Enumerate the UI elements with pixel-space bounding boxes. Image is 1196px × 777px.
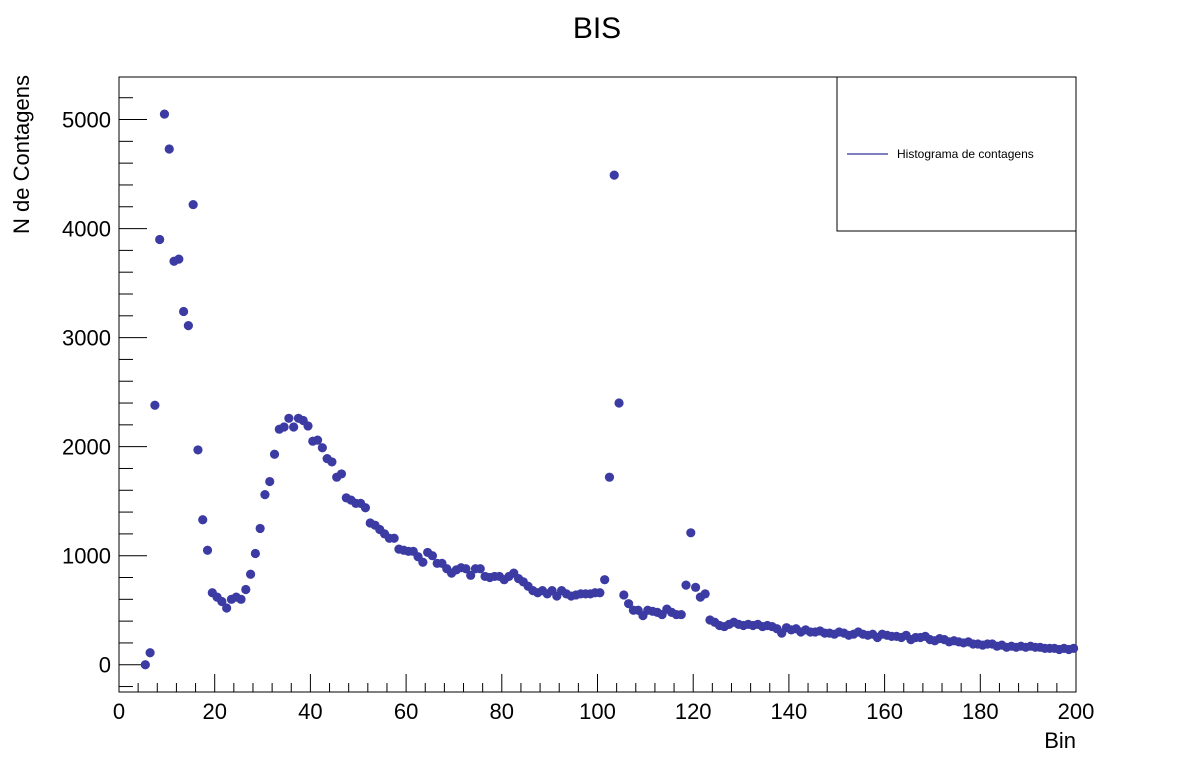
data-point [145, 648, 155, 658]
data-point [255, 523, 265, 534]
data-point [389, 533, 399, 543]
x-axis-label: Bin [1044, 728, 1076, 753]
data-point [245, 569, 256, 579]
data-point [178, 306, 189, 317]
x-tick-label: 120 [675, 699, 712, 724]
data-point [174, 254, 184, 264]
data-point [155, 234, 165, 245]
data-point [202, 545, 213, 555]
data-point [1069, 643, 1079, 653]
data-point [241, 584, 251, 595]
data-point [700, 589, 710, 599]
y-tick-label: 5000 [62, 108, 111, 133]
data-point [284, 413, 294, 423]
data-point [193, 445, 203, 455]
data-point [279, 422, 289, 432]
data-point [222, 603, 232, 613]
y-tick-label: 0 [99, 653, 111, 678]
data-point [164, 144, 174, 154]
x-tick-label: 20 [202, 699, 226, 724]
data-point [198, 515, 208, 525]
x-tick-label: 0 [113, 699, 125, 724]
x-tick-label: 160 [866, 699, 903, 724]
data-point [676, 609, 686, 620]
x-tick-label: 60 [394, 699, 418, 724]
data-point [289, 422, 299, 432]
data-point [461, 564, 471, 574]
data-point [604, 472, 615, 482]
data-point [686, 528, 696, 538]
data-point [336, 469, 347, 479]
data-point [150, 400, 160, 410]
x-tick-label: 140 [771, 699, 808, 724]
data-point [690, 582, 701, 592]
legend-label: Histograma de contagens [897, 147, 1034, 161]
data-point [236, 594, 246, 604]
x-tick-label: 180 [962, 699, 999, 724]
data-point [624, 599, 634, 609]
data-point [317, 443, 327, 453]
data-point [475, 564, 485, 574]
data-point [360, 503, 371, 513]
data-point [159, 109, 170, 119]
data-point [217, 596, 227, 607]
data-point [609, 170, 619, 180]
data-point [260, 490, 270, 500]
data-point [327, 457, 337, 467]
data-point [250, 548, 260, 559]
data-point [600, 575, 610, 585]
y-tick-label: 4000 [62, 217, 111, 242]
data-point [614, 398, 624, 408]
x-tick-label: 100 [579, 699, 616, 724]
y-axis-label: N de Contagens [9, 75, 34, 234]
data-point [427, 551, 438, 561]
data-point [619, 590, 629, 600]
y-tick-label: 2000 [62, 435, 111, 460]
data-point [418, 557, 428, 567]
y-tick-label: 3000 [62, 326, 111, 351]
data-point [681, 580, 691, 590]
data-point [265, 476, 275, 487]
x-tick-label: 200 [1058, 699, 1095, 724]
data-point [188, 199, 198, 210]
data-point [140, 660, 150, 670]
data-point [183, 321, 193, 331]
data-point [269, 449, 280, 459]
x-tick-label: 40 [298, 699, 322, 724]
data-point [312, 435, 323, 445]
y-tick-label: 1000 [62, 544, 111, 569]
chart-title: BIS [573, 12, 621, 45]
data-point [303, 421, 313, 431]
data-point [595, 588, 605, 598]
data-point [466, 570, 476, 580]
x-tick-label: 80 [490, 699, 514, 724]
